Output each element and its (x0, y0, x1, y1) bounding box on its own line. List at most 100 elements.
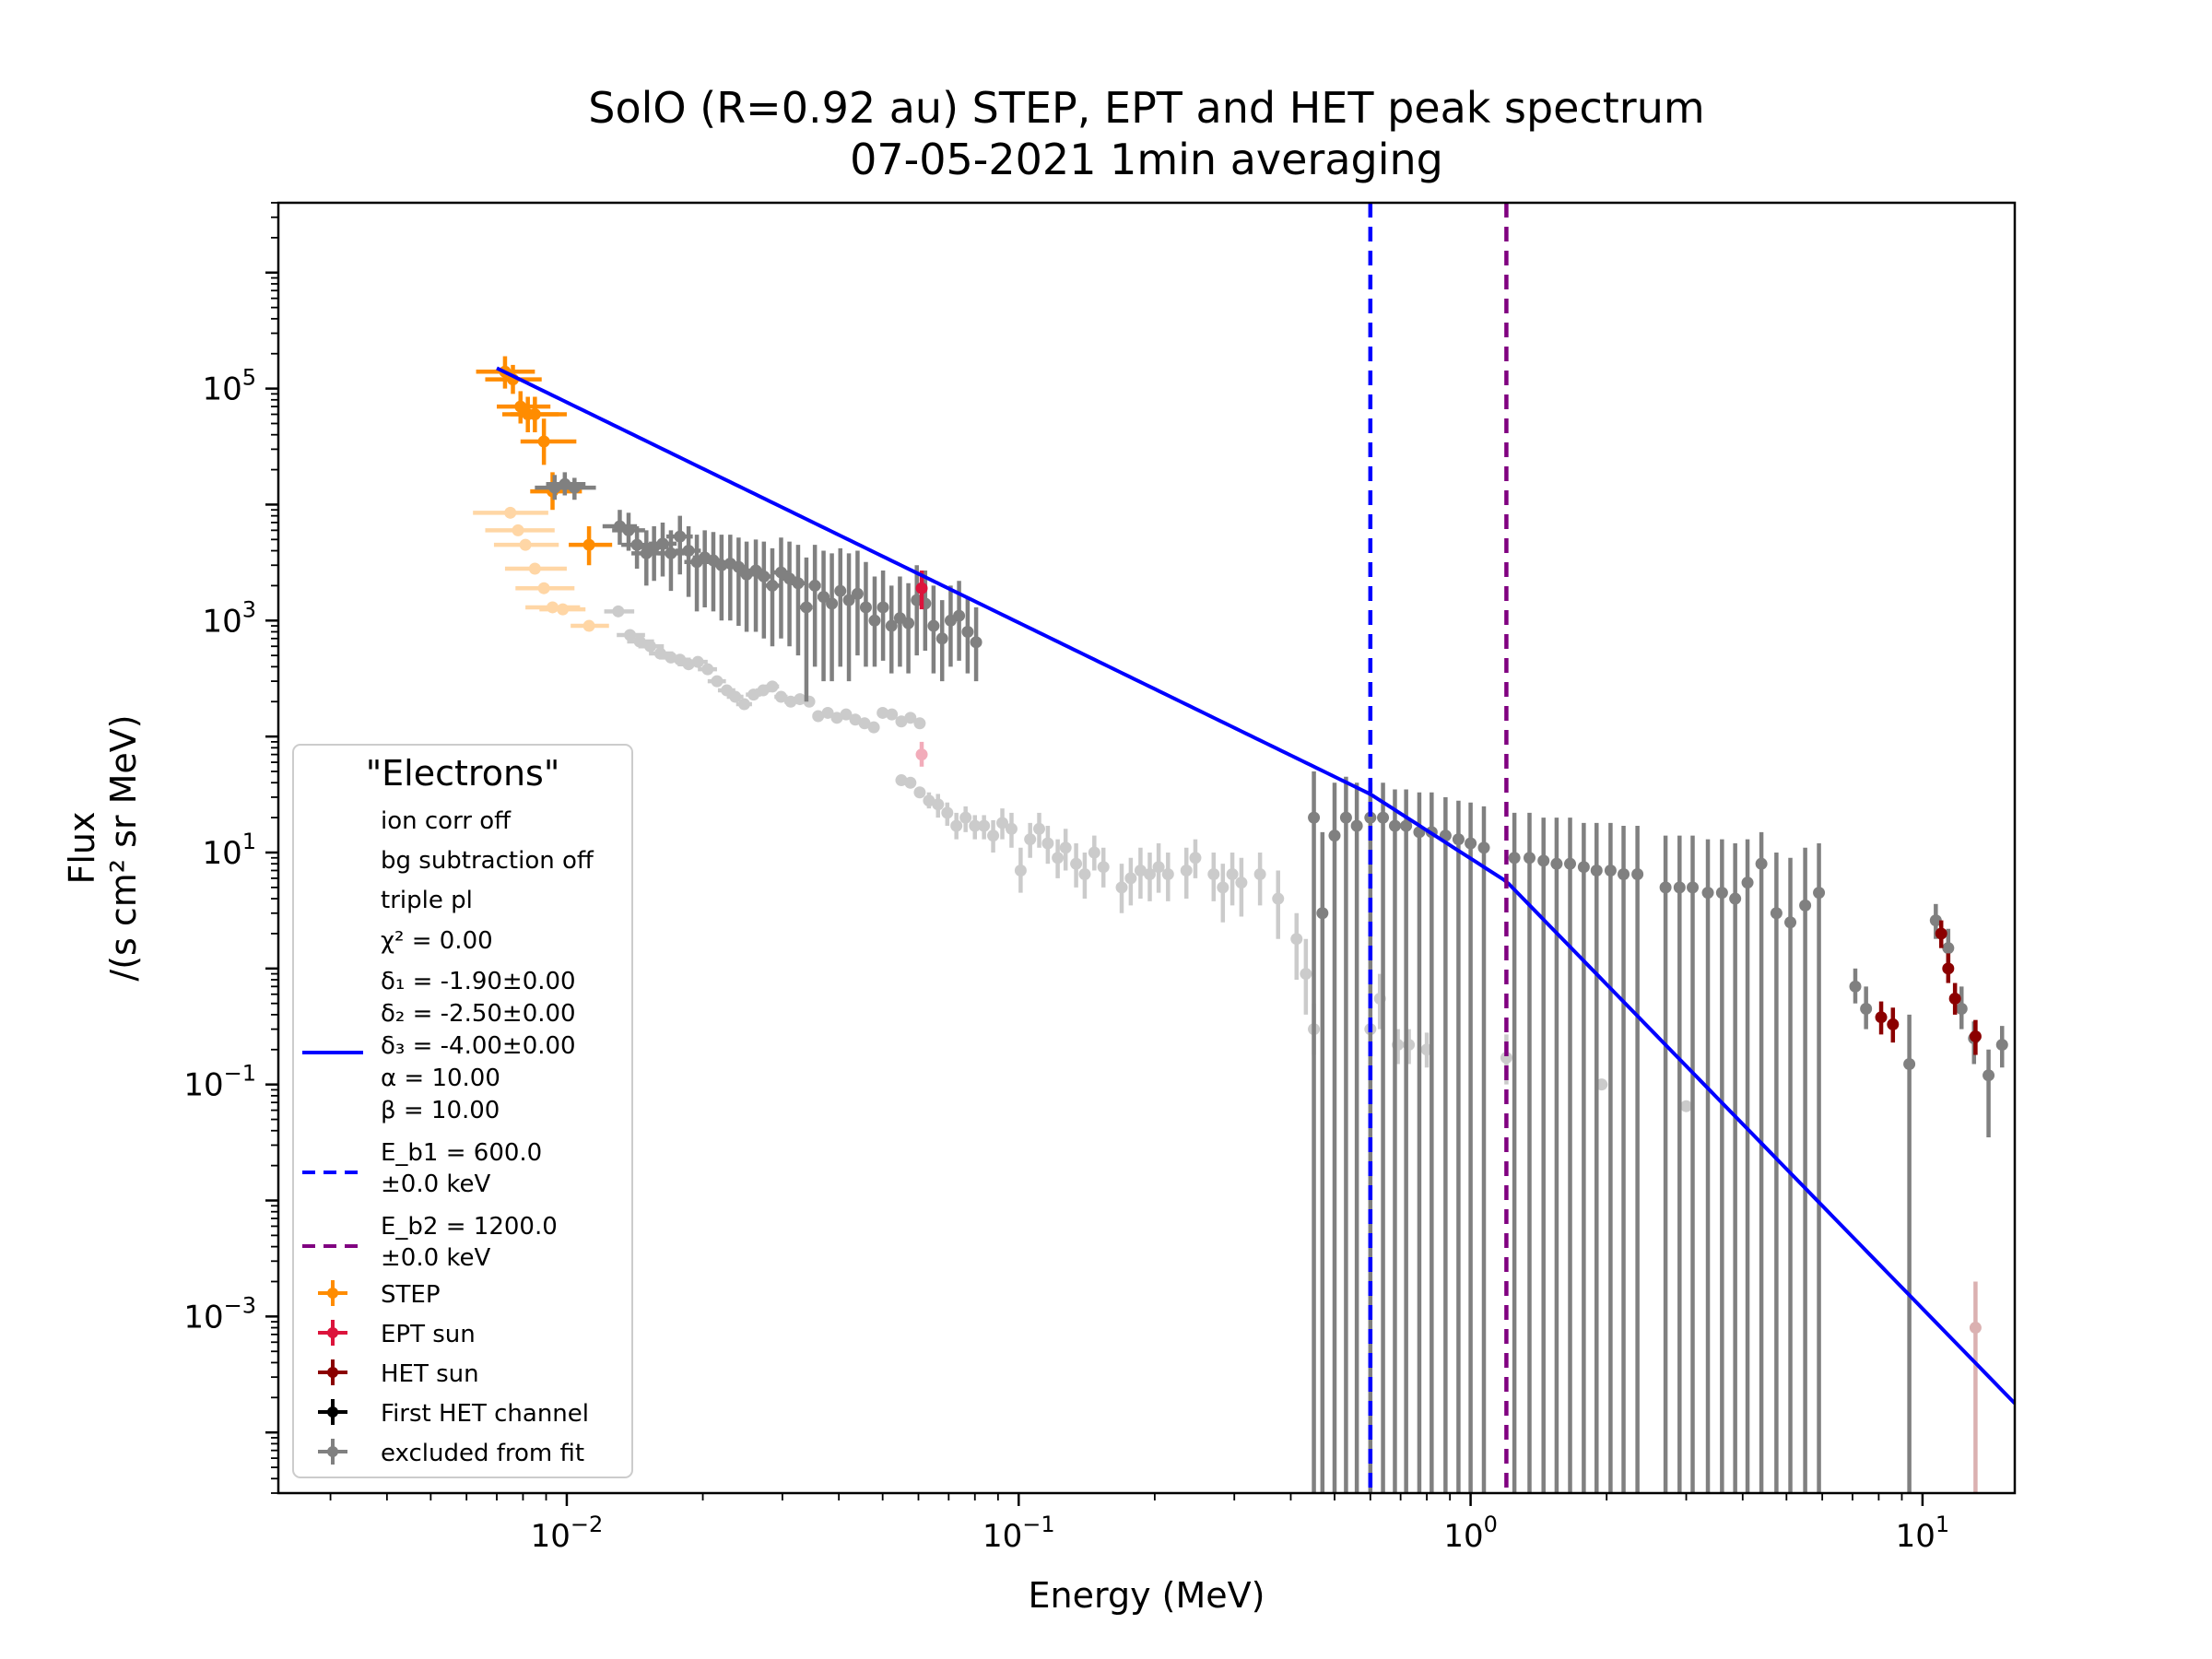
data-point (568, 481, 581, 494)
data-point (653, 647, 666, 660)
data-point (792, 577, 805, 590)
legend-title: "Electrons" (366, 753, 560, 794)
data-point (851, 587, 864, 600)
data-point (913, 786, 926, 799)
data-point (1115, 881, 1128, 894)
data-point (1207, 868, 1220, 881)
data-point (1477, 841, 1490, 854)
legend-info-bg: bg subtraction off (381, 847, 594, 875)
y-tick-label: 105 (202, 365, 256, 408)
data-point (691, 655, 704, 668)
legend-marker-dot (327, 1327, 338, 1338)
data-point (582, 619, 595, 632)
data-point (528, 408, 541, 421)
data-point (537, 435, 550, 448)
data-point (1729, 892, 1742, 905)
data-point (996, 817, 1009, 830)
legend-label-excluded: excluded from fit (381, 1440, 584, 1467)
axis-ticks: 10−2 10−1 100 101 10−3 10−1 101 103 105 (183, 202, 1949, 1555)
data-point (1235, 877, 1248, 889)
data-point (1673, 881, 1686, 894)
series-het-sun-excluded (1969, 1281, 1982, 1493)
data-point (961, 625, 974, 638)
legend-box (292, 744, 633, 1478)
data-point (969, 819, 982, 832)
data-point (1377, 811, 1390, 824)
y-tick-label: 103 (202, 596, 256, 640)
legend-marker-dot (327, 1288, 338, 1299)
data-point (504, 506, 517, 519)
data-point (904, 712, 917, 724)
data-point (1253, 868, 1266, 881)
data-point (519, 538, 532, 551)
data-point (1452, 833, 1465, 846)
data-point (582, 538, 595, 551)
data-point (1604, 864, 1617, 877)
data-point (959, 811, 972, 824)
legend-label-step: STEP (381, 1281, 441, 1309)
data-point (774, 566, 787, 579)
data-point (1465, 837, 1477, 850)
data-point (1032, 822, 1045, 835)
data-point (682, 658, 695, 671)
data-point (729, 690, 742, 703)
data-point (1189, 852, 1202, 865)
legend-break2-value: E_b2 = 1200.0 (381, 1213, 558, 1241)
data-point (1350, 819, 1363, 832)
data-point (859, 601, 872, 614)
data-point (1631, 868, 1644, 881)
data-point (1388, 819, 1401, 832)
data-point (950, 819, 963, 832)
y-tick-label: 10−3 (183, 1292, 256, 1335)
data-point (624, 629, 637, 641)
legend-delta1: δ₁ = -1.90±0.00 (381, 968, 576, 995)
data-point (1024, 833, 1037, 846)
data-point (1770, 907, 1783, 920)
data-point (766, 579, 779, 592)
data-point (1316, 907, 1329, 920)
data-point (1364, 811, 1377, 824)
series-ept-sun-excluded (915, 741, 928, 767)
data-point (1500, 1052, 1512, 1065)
data-point (784, 695, 797, 708)
legend-label-het: HET sun (381, 1360, 479, 1388)
data-point (1339, 811, 1352, 824)
data-point (1942, 962, 1955, 975)
data-point (1400, 819, 1413, 832)
x-tick-label: 10−1 (982, 1512, 1055, 1555)
legend-info-model: triple pl (381, 887, 473, 914)
data-point (1680, 1100, 1693, 1112)
data-point (902, 617, 915, 629)
data-point (1226, 868, 1239, 881)
data-point (953, 609, 966, 622)
series-het-excluded-from-fit (1308, 771, 2008, 1493)
legend-info-ion: ion corr off (381, 807, 512, 835)
data-point (941, 806, 954, 819)
data-point (1903, 1058, 1916, 1071)
data-point (774, 690, 787, 703)
data-point (514, 400, 527, 413)
data-point (528, 562, 541, 575)
legend-break2-unit: ±0.0 keV (381, 1244, 491, 1272)
data-point (915, 582, 928, 594)
data-point (682, 545, 695, 558)
data-point (1595, 1078, 1608, 1091)
legend: "Electrons" ion corr off bg subtraction … (292, 744, 633, 1478)
y-axis-label-line1: Flux (62, 812, 102, 885)
data-point (867, 721, 880, 734)
data-point (1524, 852, 1536, 865)
data-point (665, 547, 677, 559)
data-point (1969, 1322, 1982, 1335)
data-point (674, 530, 687, 543)
legend-label-ept: EPT sun (381, 1321, 476, 1348)
data-point (808, 579, 821, 592)
data-point (849, 713, 862, 726)
data-point (622, 524, 635, 536)
data-point (757, 684, 770, 697)
plot-frame (276, 201, 2017, 1495)
chart-title: SolO (R=0.92 au) STEP, EPT and HET peak … (588, 83, 1704, 133)
data-point (512, 524, 524, 536)
data-point (1550, 857, 1563, 870)
data-point (1041, 837, 1054, 850)
data-point (1180, 864, 1193, 877)
